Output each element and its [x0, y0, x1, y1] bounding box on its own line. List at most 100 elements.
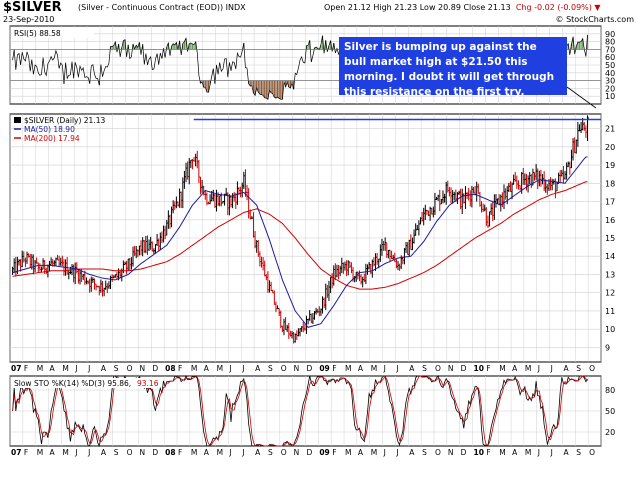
price-x-tick-label: J	[550, 364, 553, 373]
price-x-tick-label: A	[358, 364, 364, 373]
sto-x-tick-label: J	[383, 448, 386, 457]
chart-date: 23-Sep-2010	[3, 15, 55, 24]
ma50-line	[12, 156, 588, 328]
sto-x-tick-label: A	[409, 448, 415, 457]
sto-x-tick-label: S	[422, 448, 427, 457]
sto-x-tick-label: M	[345, 448, 351, 457]
price-x-tick-label: 10	[474, 364, 484, 373]
ma200-line	[12, 181, 588, 290]
rsi-panel-tick-label: 40	[605, 69, 615, 78]
price-x-tick-label: O	[127, 364, 133, 373]
price-panel-tick-label: 20	[605, 143, 615, 152]
price-x-tick-label: M	[62, 364, 68, 373]
price-x-tick-label: S	[268, 364, 273, 373]
sto-x-tick-label: N	[294, 448, 300, 457]
price-x-tick-label: A	[512, 364, 518, 373]
price-x-tick-label: M	[37, 364, 43, 373]
price-x-tick-label: O	[281, 364, 287, 373]
sto-x-tick-label: O	[127, 448, 133, 457]
sto-legend-bg	[12, 378, 160, 388]
sto-x-tick-label: A	[204, 448, 210, 457]
rsi-panel-tick-label: 80	[605, 38, 615, 47]
price-x-tick-label: A	[50, 364, 56, 373]
price-panel-tick-label: 19	[605, 161, 615, 170]
sto-x-tick-label: J	[550, 448, 553, 457]
sto-x-tick-label: N	[139, 448, 145, 457]
price-x-tick-label: A	[204, 364, 210, 373]
price-x-tick-label: J	[228, 364, 231, 373]
sto-x-tick-label: J	[537, 448, 540, 457]
rsi-panel-tick-label: 70	[605, 45, 615, 54]
price-x-tick-label: M	[345, 364, 351, 373]
sto-x-tick-label: O	[435, 448, 441, 457]
sto-x-tick-label: A	[255, 448, 261, 457]
sto-x-tick-label: O	[281, 448, 287, 457]
rsi-panel-tick-label: 20	[605, 84, 615, 93]
sto-legend: Slow STO %K(14) %D(3) 95.86,	[14, 379, 131, 388]
price-x-tick-label: A	[255, 364, 261, 373]
price-x-tick-label: J	[395, 364, 398, 373]
rsi-panel-tick-label: 90	[605, 30, 615, 39]
price-x-tick-label: A	[563, 364, 569, 373]
annotation-callout: Silver is bumping up against the bull ma…	[339, 37, 567, 98]
price-panel-tick-label: 17	[605, 198, 615, 207]
price-x-tick-label: D	[152, 364, 158, 373]
sto-x-tick-label: M	[525, 448, 531, 457]
price-x-tick-label: J	[241, 364, 244, 373]
price-x-tick-label: M	[191, 364, 197, 373]
price-x-tick-label: D	[307, 364, 313, 373]
stockcharts-credit: © StockCharts.com	[555, 15, 634, 24]
sto-x-tick-label: M	[217, 448, 223, 457]
price-x-tick-label: 09	[319, 364, 329, 373]
legend-ma200: MA(200) 17.94	[24, 134, 80, 143]
sto-x-tick-label: J	[395, 448, 398, 457]
sto-x-tick-label: 08	[165, 448, 175, 457]
price-x-tick-label: D	[461, 364, 467, 373]
price-panel-tick-label: 10	[605, 325, 615, 334]
price-panel-tick-label: 15	[605, 234, 615, 243]
price-x-tick-label: O	[435, 364, 441, 373]
price-x-tick-label: S	[576, 364, 581, 373]
sto-x-tick-label: A	[563, 448, 569, 457]
price-x-tick-label: F	[24, 364, 28, 373]
sto-x-tick-label: M	[191, 448, 197, 457]
price-x-tick-label: M	[499, 364, 505, 373]
change-value: Chg -0.02 (-0.09%) ▼	[515, 3, 601, 12]
sto-x-tick-label: O	[589, 448, 595, 457]
price-x-tick-label: O	[589, 364, 595, 373]
rsi-legend-bg	[12, 28, 94, 38]
ohlc-values: Open 21.12 High 21.23 Low 20.89 Close 21…	[324, 3, 511, 12]
sto-panel-tick-label: 80	[605, 386, 615, 395]
sto-x-tick-label: S	[576, 448, 581, 457]
rsi-panel-tick-label: 50	[605, 61, 615, 70]
callout-pointer	[566, 86, 597, 109]
price-x-tick-label: 07	[11, 364, 21, 373]
ohlc-readout: Open 21.12 High 21.23 Low 20.89 Close 21…	[324, 3, 601, 12]
rsi-legend: RSI(5) 88.58	[14, 29, 61, 38]
price-x-tick-label: J	[383, 364, 386, 373]
price-x-tick-label: J	[87, 364, 90, 373]
price-x-tick-label: J	[537, 364, 540, 373]
price-x-tick-label: M	[371, 364, 377, 373]
sto-x-tick-label: M	[499, 448, 505, 457]
sto-x-tick-label: F	[332, 448, 336, 457]
sto-x-tick-label: D	[152, 448, 158, 457]
price-x-tick-label: S	[114, 364, 119, 373]
price-x-tick-label: A	[409, 364, 415, 373]
price-panel-tick-label: 14	[605, 252, 615, 261]
sto-x-tick-label: F	[24, 448, 28, 457]
price-x-tick-label: 08	[165, 364, 175, 373]
sto-x-tick-label: J	[87, 448, 90, 457]
price-panel-tick-label: 12	[605, 289, 615, 298]
price-x-tick-label: F	[332, 364, 336, 373]
sto-k-line	[12, 374, 588, 448]
sto-x-tick-label: D	[461, 448, 467, 457]
legend-price: $SILVER (Daily) 21.13	[24, 116, 105, 125]
sto-x-tick-label: 09	[319, 448, 329, 457]
sto-x-tick-label: J	[74, 448, 77, 457]
price-x-tick-label: M	[217, 364, 223, 373]
price-x-tick-label: N	[448, 364, 454, 373]
chart-symbol: $SILVER	[3, 0, 62, 15]
